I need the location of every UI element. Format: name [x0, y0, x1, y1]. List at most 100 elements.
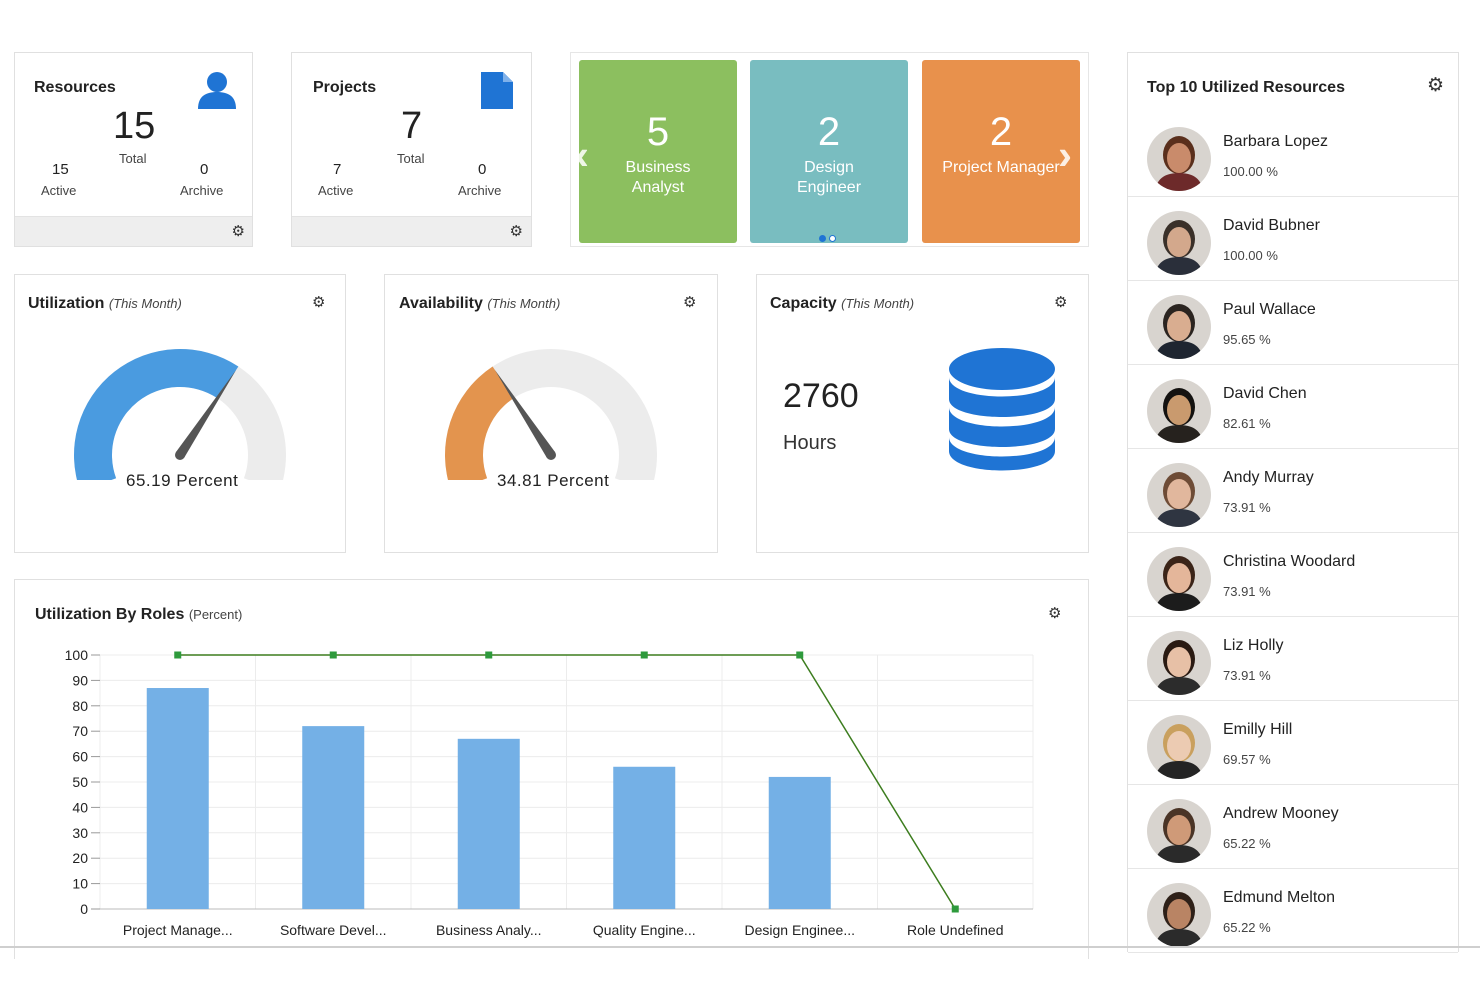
- capacity-value: 2760: [783, 377, 859, 415]
- avatar-image: [1147, 799, 1211, 863]
- resource-name: Paul Wallace: [1223, 301, 1316, 318]
- role-tile[interactable]: 5 Business Analyst: [579, 60, 737, 243]
- x-tick-label: Design Enginee...: [744, 922, 855, 938]
- gear-icon[interactable]: ⚙: [683, 294, 697, 311]
- availability-label: Availability: [399, 295, 483, 312]
- resource-row[interactable]: Emilly Hill 69.57 %: [1128, 701, 1458, 785]
- resource-row[interactable]: Edmund Melton 65.22 %: [1128, 869, 1458, 953]
- avatar: [1147, 295, 1211, 359]
- resource-name: Emilly Hill: [1223, 721, 1293, 738]
- line-point: [796, 651, 804, 659]
- line-point: [640, 651, 648, 659]
- availability-title: Availability (This Month): [399, 295, 560, 313]
- resources-archive-label: Archive: [180, 183, 224, 198]
- y-tick-label: 50: [72, 774, 88, 790]
- series-line: [177, 654, 956, 910]
- roles-chart-unit: (Percent): [188, 607, 243, 622]
- resource-name: Andrew Mooney: [1223, 805, 1339, 822]
- carousel-dot[interactable]: [829, 235, 836, 242]
- gear-icon[interactable]: ⚙: [1427, 75, 1445, 96]
- roles-chart-label: Utilization By Roles: [35, 606, 185, 623]
- avatar-image: [1147, 715, 1211, 779]
- projects-card: Projects 7 Total 7 Active 0 Archive ⚙: [291, 52, 532, 247]
- y-tick-label: 0: [80, 901, 88, 917]
- x-tick-label: Software Devel...: [280, 922, 387, 938]
- utilization-title: Utilization (This Month): [28, 295, 182, 313]
- avatar-image: [1147, 883, 1211, 947]
- avatar-image: [1147, 127, 1211, 191]
- utilization-card: Utilization (This Month) ⚙ 65.19 Percent: [14, 274, 346, 553]
- gear-icon[interactable]: ⚙: [1054, 294, 1068, 311]
- utilization-label: Utilization: [28, 295, 105, 312]
- resources-active-label: Active: [41, 183, 77, 198]
- gauge-needle: [175, 369, 237, 458]
- top10-title: Top 10 Utilized Resources: [1147, 79, 1345, 96]
- top10-card: Top 10 Utilized Resources ⚙ Barbara Lope…: [1127, 52, 1459, 953]
- avatar: [1147, 715, 1211, 779]
- resource-utilization: 73.91 %: [1223, 500, 1271, 515]
- role-tile[interactable]: 2 Project Manager: [922, 60, 1080, 243]
- y-tick-label: 60: [72, 749, 88, 765]
- avatar-image: [1147, 631, 1211, 695]
- resource-row[interactable]: Liz Holly 73.91 %: [1128, 617, 1458, 701]
- role-carousel: 5 Business Analyst 2 Design Engineer 2 P…: [570, 52, 1089, 247]
- capacity-period: (This Month): [841, 296, 915, 311]
- chevron-left-icon[interactable]: ‹: [575, 131, 589, 178]
- resource-row[interactable]: Andrew Mooney 65.22 %: [1128, 785, 1458, 869]
- resources-total-label: Total: [119, 151, 147, 166]
- y-tick-label: 30: [72, 825, 88, 841]
- resources-active-count: 15: [52, 161, 69, 178]
- line-point: [485, 651, 493, 659]
- role-tile-label: Project Manager: [942, 159, 1060, 176]
- bar: [457, 738, 520, 909]
- availability-card: Availability (This Month) ⚙ 34.81 Percen…: [384, 274, 718, 553]
- resource-utilization: 65.22 %: [1223, 836, 1271, 851]
- resource-row[interactable]: David Bubner 100.00 %: [1128, 197, 1458, 281]
- chevron-right-icon[interactable]: ›: [1058, 131, 1072, 178]
- projects-archive-label: Archive: [458, 183, 502, 198]
- resource-row[interactable]: Paul Wallace 95.65 %: [1128, 281, 1458, 365]
- x-tick-label: Role Undefined: [907, 922, 1004, 938]
- gauge-needle: [494, 369, 556, 458]
- avatar: [1147, 547, 1211, 611]
- capacity-title: Capacity (This Month): [770, 295, 914, 313]
- resource-row[interactable]: Andy Murray 73.91 %: [1128, 449, 1458, 533]
- avatar: [1147, 799, 1211, 863]
- resource-name: Edmund Melton: [1223, 889, 1336, 906]
- gauge-needle-hub: [175, 450, 185, 460]
- projects-title: Projects: [313, 79, 377, 96]
- x-tick-label: Business Analy...: [436, 922, 542, 938]
- resource-name: Christina Woodard: [1223, 553, 1356, 570]
- bar: [768, 776, 831, 909]
- page-bottom-border: [0, 946, 1480, 948]
- y-tick-label: 80: [72, 698, 88, 714]
- gear-icon[interactable]: ⚙: [231, 223, 245, 240]
- carousel-dot-active[interactable]: [819, 235, 826, 242]
- gauge-fill: [445, 366, 514, 480]
- y-tick-label: 100: [65, 647, 89, 663]
- capacity-card: Capacity (This Month) ⚙ 2760 Hours: [756, 274, 1089, 553]
- projects-total: 7: [401, 105, 423, 147]
- resource-row[interactable]: Barbara Lopez 100.00 %: [1128, 113, 1458, 197]
- gear-icon[interactable]: ⚙: [1048, 605, 1062, 622]
- role-tile-count: 2: [989, 110, 1013, 154]
- avatar-image: [1147, 295, 1211, 359]
- gear-icon[interactable]: ⚙: [312, 294, 326, 311]
- y-tick-label: 40: [72, 799, 88, 815]
- resource-name: Barbara Lopez: [1223, 133, 1328, 150]
- gear-icon[interactable]: ⚙: [509, 223, 523, 240]
- availability-value: 34.81 Percent: [497, 471, 610, 490]
- projects-active-label: Active: [318, 183, 354, 198]
- role-tile-label: Design Engineer: [796, 159, 862, 196]
- avatar-image: [1147, 211, 1211, 275]
- avatar: [1147, 127, 1211, 191]
- resource-row[interactable]: David Chen 82.61 %: [1128, 365, 1458, 449]
- resource-row[interactable]: Christina Woodard 73.91 %: [1128, 533, 1458, 617]
- resource-name: Liz Holly: [1223, 637, 1284, 654]
- capacity-label: Capacity: [770, 295, 837, 312]
- role-tile[interactable]: 2 Design Engineer: [750, 60, 908, 243]
- resource-name: David Bubner: [1223, 217, 1320, 234]
- role-tile-label: Business Analyst: [625, 159, 691, 196]
- resource-utilization: 100.00 %: [1223, 164, 1278, 179]
